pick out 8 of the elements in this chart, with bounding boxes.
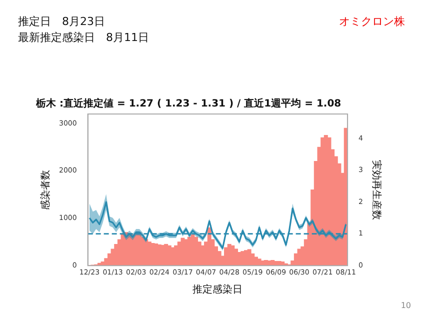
text: 推定日 8月23日 <box>18 14 105 29</box>
text: 10 <box>400 301 411 310</box>
chart-title: 栃木 :直近推定値 = 1.27 ( 1.23 - 1.31 ) / 直近1週平均 = 1.08 <box>35 98 342 110</box>
text: オミクロン株 <box>339 14 405 29</box>
x-axis-title: 推定感染日 <box>192 284 243 296</box>
y-axis-title: 感染者数 <box>40 170 52 210</box>
text: 最新推定感染日 8月11日 <box>18 30 149 45</box>
y2-axis-title: 実効再生産数 <box>370 160 382 220</box>
